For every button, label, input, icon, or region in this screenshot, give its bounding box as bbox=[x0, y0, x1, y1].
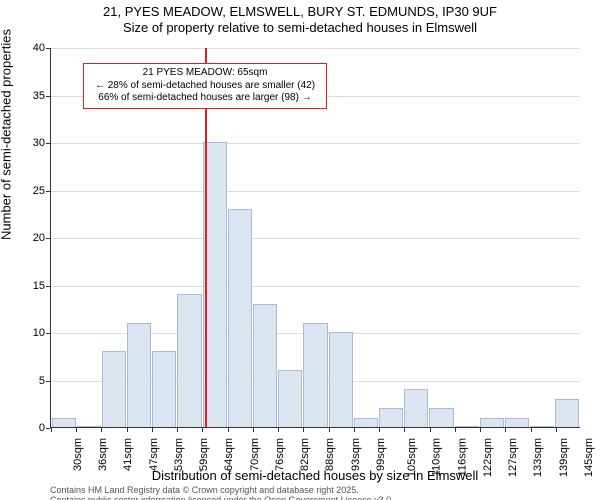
x-tick-label: 139sqm bbox=[558, 438, 570, 477]
x-tick-label: 88sqm bbox=[324, 438, 336, 471]
x-tick-label: 93sqm bbox=[350, 438, 362, 471]
y-tick-label: 25 bbox=[15, 185, 45, 197]
x-tick-mark bbox=[480, 428, 481, 432]
histogram-bar bbox=[505, 418, 529, 428]
x-tick-mark bbox=[430, 428, 431, 432]
y-tick-mark bbox=[46, 428, 50, 429]
histogram-bar bbox=[555, 399, 579, 428]
title-line-2: Size of property relative to semi-detach… bbox=[123, 20, 477, 35]
x-tick-mark bbox=[556, 428, 557, 432]
y-tick-mark bbox=[46, 191, 50, 192]
x-tick-label: 110sqm bbox=[431, 438, 443, 476]
x-tick-label: 64sqm bbox=[223, 438, 235, 471]
histogram-bar bbox=[303, 323, 327, 428]
x-tick-mark bbox=[354, 428, 355, 432]
y-axis-title: Number of semi-detached properties bbox=[0, 29, 14, 240]
y-tick-mark bbox=[46, 48, 50, 49]
histogram-bar bbox=[52, 418, 76, 428]
x-tick-label: 99sqm bbox=[375, 438, 387, 471]
histogram-bar bbox=[253, 304, 277, 428]
annotation-title: 21 PYES MEADOW: 65sqm bbox=[90, 67, 320, 80]
y-tick-label: 5 bbox=[15, 375, 45, 387]
histogram-bar bbox=[127, 323, 151, 428]
x-tick-label: 59sqm bbox=[198, 438, 210, 471]
footer-line-2: Contains public sector information licen… bbox=[50, 495, 394, 500]
x-tick-label: 145sqm bbox=[583, 438, 595, 477]
x-tick-mark bbox=[303, 428, 304, 432]
histogram-bar bbox=[329, 332, 353, 427]
x-tick-label: 82sqm bbox=[299, 438, 311, 471]
title-line-1: 21, PYES MEADOW, ELMSWELL, BURY ST. EDMU… bbox=[103, 4, 497, 19]
x-tick-mark bbox=[505, 428, 506, 432]
y-tick-label: 0 bbox=[15, 422, 45, 434]
histogram-bar bbox=[455, 426, 479, 427]
x-tick-mark bbox=[253, 428, 254, 432]
x-tick-label: 70sqm bbox=[249, 438, 261, 471]
histogram-bar bbox=[102, 351, 126, 427]
x-tick-mark bbox=[152, 428, 153, 432]
y-tick-mark bbox=[46, 96, 50, 97]
x-tick-mark bbox=[127, 428, 128, 432]
chart-container: 21, PYES MEADOW, ELMSWELL, BURY ST. EDMU… bbox=[0, 0, 600, 500]
y-tick-mark bbox=[46, 286, 50, 287]
x-tick-mark bbox=[455, 428, 456, 432]
plot-area: 21 PYES MEADOW: 65sqm← 28% of semi-detac… bbox=[50, 48, 580, 428]
x-tick-label: 53sqm bbox=[173, 438, 185, 471]
histogram-bar bbox=[152, 351, 176, 427]
histogram-bar bbox=[354, 418, 378, 428]
x-tick-label: 30sqm bbox=[72, 438, 84, 471]
x-tick-label: 41sqm bbox=[123, 438, 135, 471]
x-tick-mark bbox=[379, 428, 380, 432]
x-tick-mark bbox=[51, 428, 52, 432]
x-tick-label: 76sqm bbox=[274, 438, 286, 471]
x-tick-label: 133sqm bbox=[532, 438, 544, 477]
chart-title: 21, PYES MEADOW, ELMSWELL, BURY ST. EDMU… bbox=[0, 4, 600, 37]
y-tick-mark bbox=[46, 381, 50, 382]
y-tick-mark bbox=[46, 238, 50, 239]
histogram-bar bbox=[77, 426, 101, 427]
y-tick-label: 10 bbox=[15, 327, 45, 339]
histogram-bar bbox=[530, 426, 554, 427]
x-tick-label: 127sqm bbox=[507, 438, 519, 477]
histogram-bar bbox=[404, 389, 428, 427]
annotation-line-2: 66% of semi-detached houses are larger (… bbox=[90, 92, 320, 105]
footer-attribution: Contains HM Land Registry data © Crown c… bbox=[50, 486, 394, 500]
x-tick-mark bbox=[76, 428, 77, 432]
x-tick-mark bbox=[202, 428, 203, 432]
histogram-bar bbox=[278, 370, 302, 427]
histogram-bar bbox=[177, 294, 201, 427]
x-tick-mark bbox=[228, 428, 229, 432]
y-tick-mark bbox=[46, 333, 50, 334]
y-tick-label: 30 bbox=[15, 137, 45, 149]
x-tick-mark bbox=[278, 428, 279, 432]
x-tick-label: 122sqm bbox=[482, 438, 494, 477]
footer-line-1: Contains HM Land Registry data © Crown c… bbox=[50, 485, 359, 495]
annotation-box: 21 PYES MEADOW: 65sqm← 28% of semi-detac… bbox=[83, 63, 327, 109]
y-tick-label: 20 bbox=[15, 232, 45, 244]
x-tick-mark bbox=[177, 428, 178, 432]
annotation-line-1: ← 28% of semi-detached houses are smalle… bbox=[90, 80, 320, 93]
x-tick-mark bbox=[404, 428, 405, 432]
histogram-bar bbox=[228, 209, 252, 428]
y-tick-label: 40 bbox=[15, 42, 45, 54]
x-tick-mark bbox=[531, 428, 532, 432]
y-tick-label: 35 bbox=[15, 90, 45, 102]
histogram-bar bbox=[379, 408, 403, 427]
histogram-bar bbox=[480, 418, 504, 428]
x-tick-mark bbox=[101, 428, 102, 432]
x-tick-label: 116sqm bbox=[456, 438, 468, 476]
x-tick-mark bbox=[329, 428, 330, 432]
x-tick-label: 105sqm bbox=[406, 438, 418, 477]
histogram-bar bbox=[429, 408, 453, 427]
x-tick-label: 47sqm bbox=[148, 438, 160, 471]
y-tick-label: 15 bbox=[15, 280, 45, 292]
y-tick-mark bbox=[46, 143, 50, 144]
x-tick-label: 36sqm bbox=[97, 438, 109, 471]
